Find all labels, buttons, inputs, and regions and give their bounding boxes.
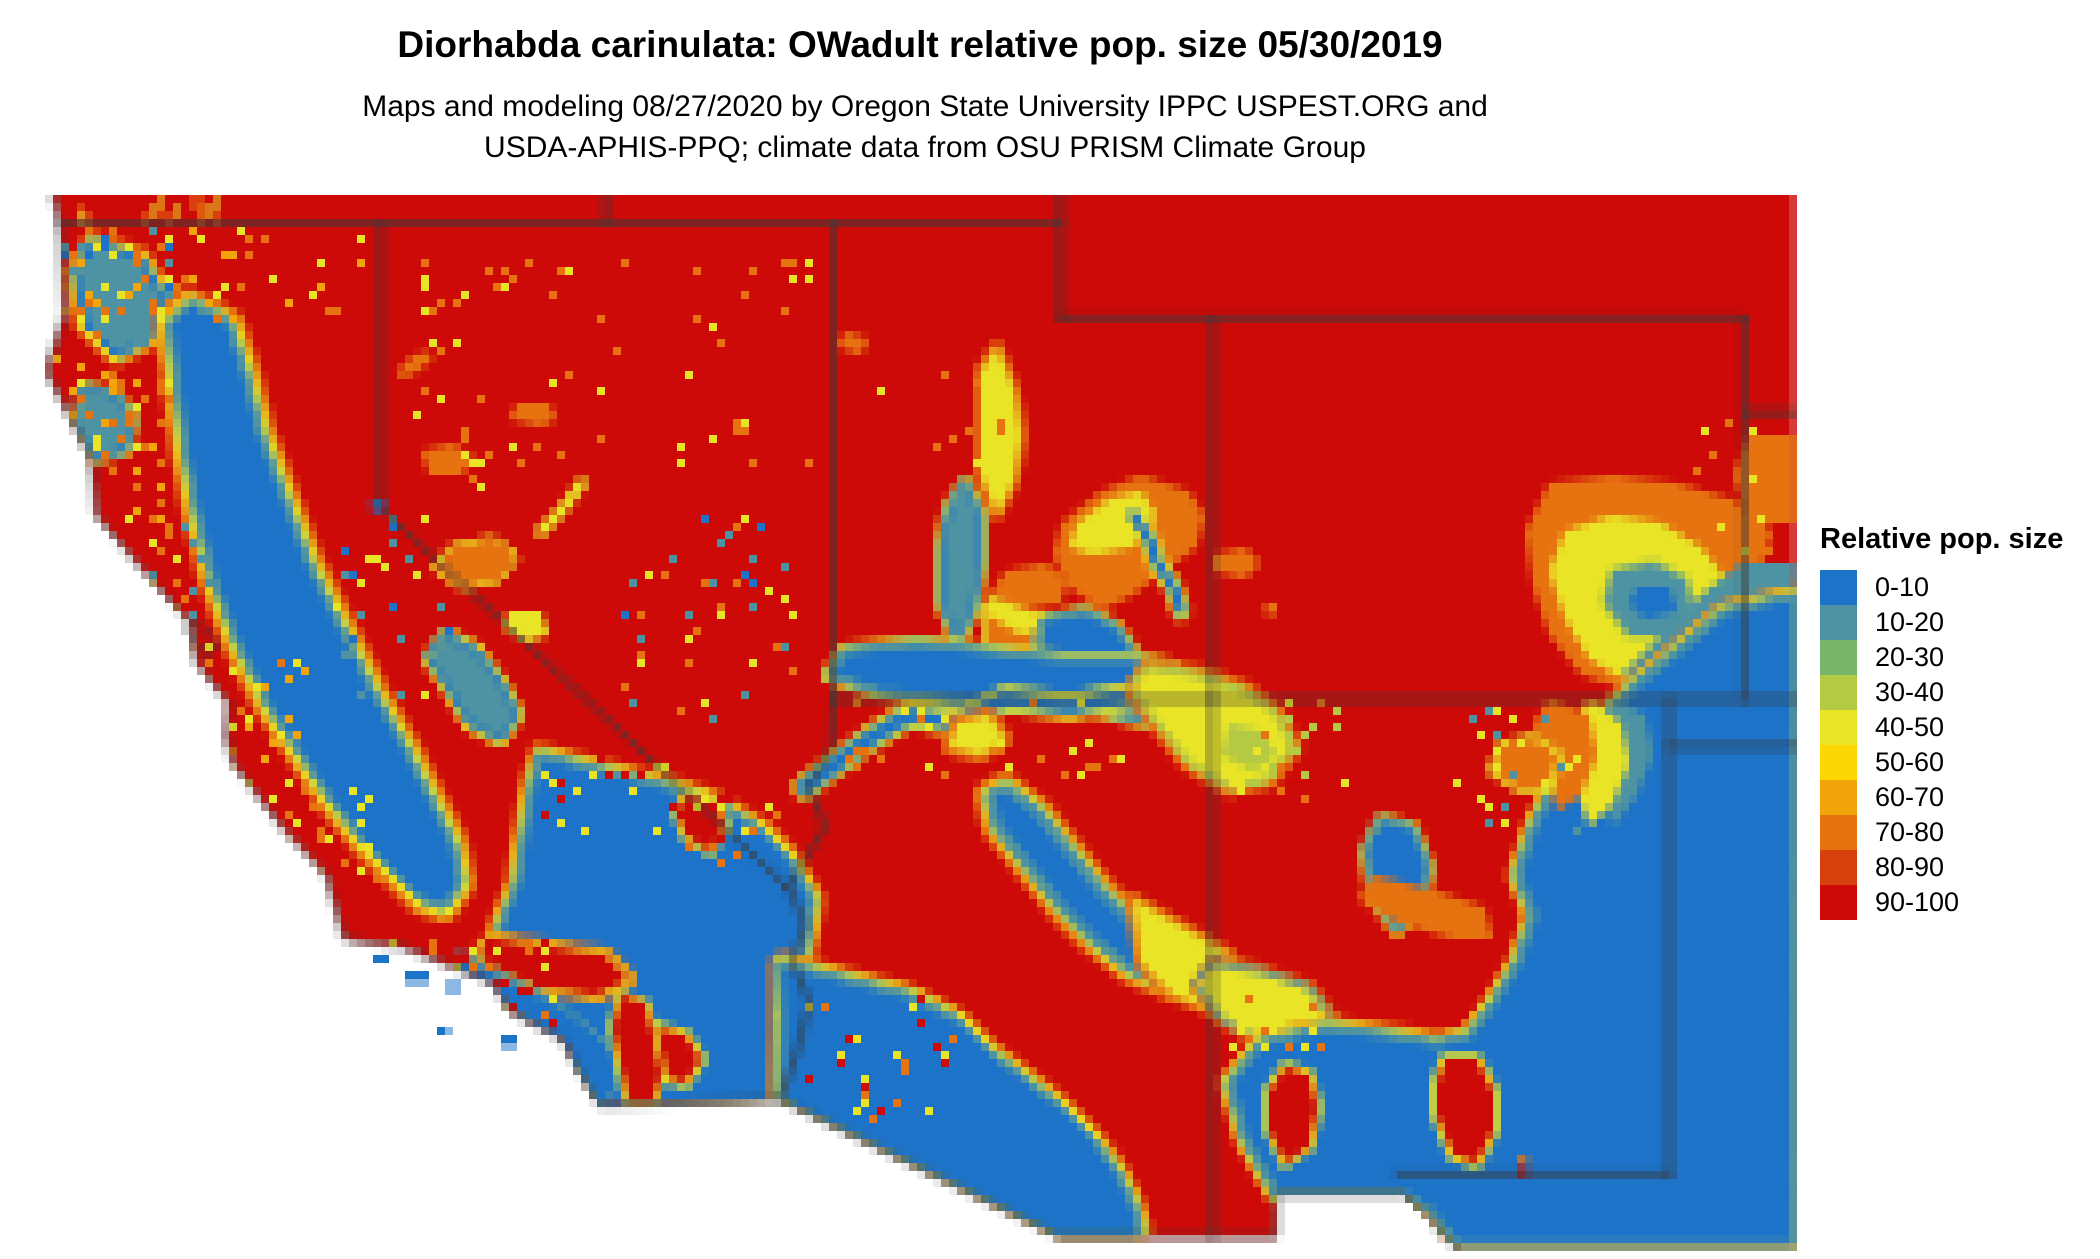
- legend-swatch: [1820, 745, 1857, 780]
- legend-row: 40-50: [1820, 710, 2063, 745]
- legend-swatch: [1820, 780, 1857, 815]
- legend-label: 20-30: [1875, 642, 1945, 672]
- legend-label: 90-100: [1875, 887, 1960, 917]
- legend-swatch: [1820, 710, 1857, 745]
- legend-row: 90-100: [1820, 885, 2063, 920]
- legend-rows: 0-10 10-20 20-30 30-40 40-50 50-60 60-70 70-80 8…: [1820, 570, 2063, 920]
- legend-label: 30-40: [1875, 677, 1945, 707]
- legend-row: 70-80: [1820, 815, 2063, 850]
- legend-label: 70-80: [1875, 817, 1945, 847]
- legend-title: Relative pop. size: [1820, 523, 2064, 555]
- legend-swatch: [1820, 640, 1857, 675]
- legend-row: 60-70: [1820, 780, 2063, 815]
- legend-swatch: [1820, 850, 1857, 885]
- legend: Relative pop. size 0-10 10-20 20-30 30-40 40…: [1820, 523, 2063, 920]
- subtitle-line-1: Maps and modeling 08/27/2020 by Oregon S…: [362, 90, 1488, 123]
- legend-row: 50-60: [1820, 745, 2063, 780]
- legend-row: 10-20: [1820, 605, 2063, 640]
- legend-row: 0-10: [1820, 570, 2063, 605]
- legend-swatch: [1820, 605, 1857, 640]
- legend-row: 20-30: [1820, 640, 2063, 675]
- subtitle-line-2: USDA-APHIS-PPQ; climate data from OSU PR…: [484, 131, 1366, 164]
- page-title: Diorhabda carinulata: OWadult relative p…: [397, 24, 1443, 65]
- legend-swatch: [1820, 570, 1857, 605]
- legend-swatch: [1820, 815, 1857, 850]
- legend-label: 0-10: [1875, 572, 1930, 602]
- legend-label: 10-20: [1875, 607, 1945, 637]
- page-header: Diorhabda carinulata: OWadult relative p…: [0, 24, 1840, 66]
- map-canvas: [45, 195, 1797, 1259]
- legend-label: 40-50: [1875, 712, 1945, 742]
- legend-label: 50-60: [1875, 747, 1945, 777]
- legend-row: 30-40: [1820, 675, 2063, 710]
- legend-label: 80-90: [1875, 852, 1945, 882]
- legend-row: 80-90: [1820, 850, 2063, 885]
- page-subtitle: Maps and modeling 08/27/2020 by Oregon S…: [0, 86, 1850, 168]
- legend-swatch: [1820, 675, 1857, 710]
- legend-label: 60-70: [1875, 782, 1945, 812]
- legend-swatch: [1820, 885, 1857, 920]
